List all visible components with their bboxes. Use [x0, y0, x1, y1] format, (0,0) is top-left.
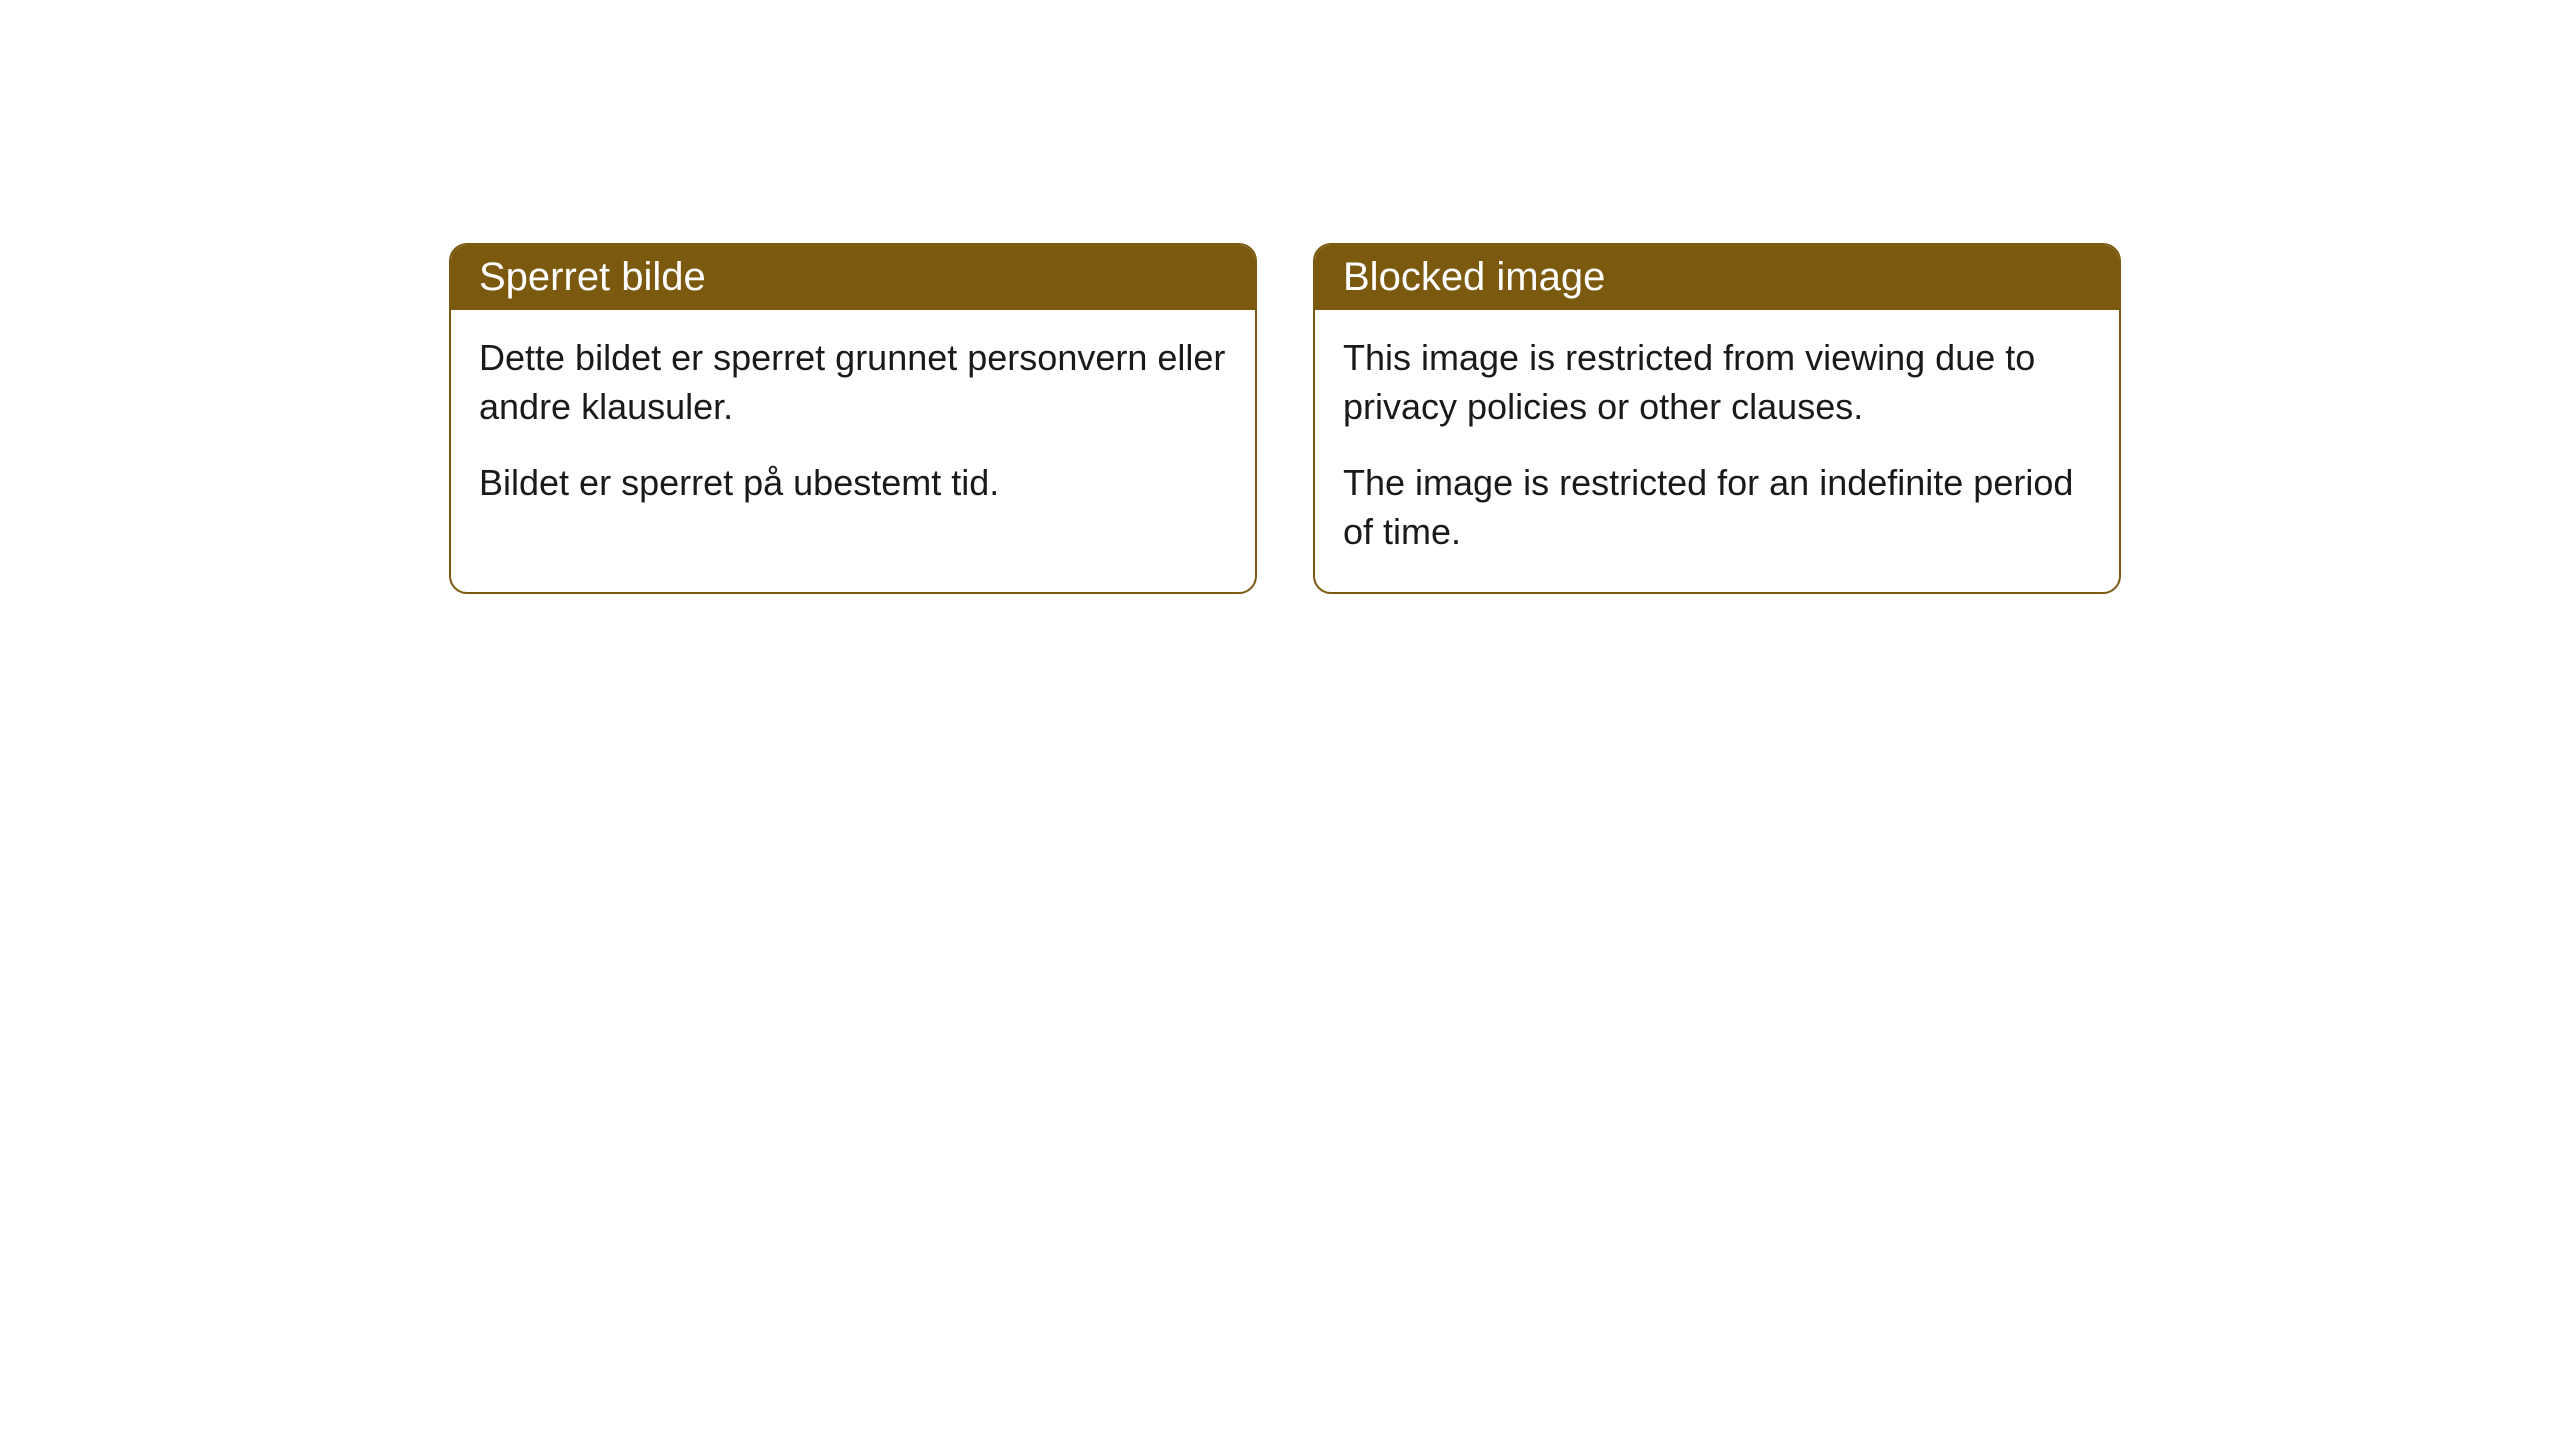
card-paragraph-1: Dette bildet er sperret grunnet personve… [479, 334, 1227, 431]
card-title: Blocked image [1343, 255, 1605, 299]
notice-cards-container: Sperret bilde Dette bildet er sperret gr… [449, 243, 2121, 594]
notice-card-english: Blocked image This image is restricted f… [1313, 243, 2121, 594]
card-header: Sperret bilde [451, 245, 1255, 310]
card-paragraph-2: The image is restricted for an indefinit… [1343, 459, 2091, 556]
card-header: Blocked image [1315, 245, 2119, 310]
card-body: This image is restricted from viewing du… [1315, 310, 2119, 592]
card-paragraph-1: This image is restricted from viewing du… [1343, 334, 2091, 431]
card-title: Sperret bilde [479, 255, 706, 299]
notice-card-norwegian: Sperret bilde Dette bildet er sperret gr… [449, 243, 1257, 594]
card-body: Dette bildet er sperret grunnet personve… [451, 310, 1255, 544]
card-paragraph-2: Bildet er sperret på ubestemt tid. [479, 459, 1227, 508]
